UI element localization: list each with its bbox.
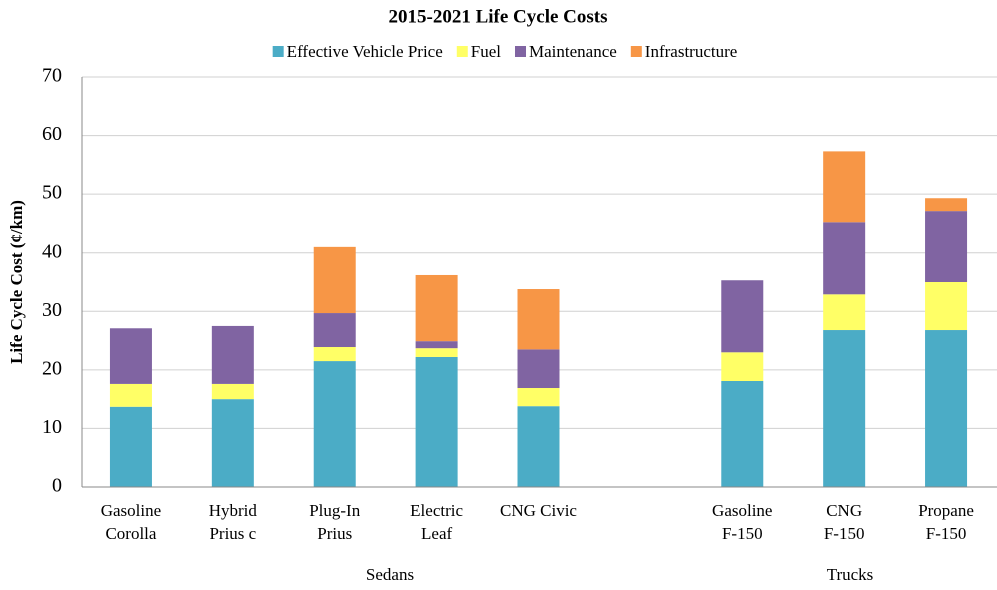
chart-title: 2015-2021 Life Cycle Costs xyxy=(389,6,608,27)
bar-segment xyxy=(415,274,458,342)
legend-swatch xyxy=(515,46,527,57)
y-tick-label: 40 xyxy=(42,240,62,262)
x-tick-label: Gasoline F-150 xyxy=(712,501,772,543)
bar-segment xyxy=(415,341,458,349)
x-tick-label: Plug-In Prius xyxy=(309,501,361,543)
group-label: Trucks xyxy=(827,565,874,584)
bar-segment xyxy=(313,347,356,362)
bar-segment xyxy=(313,361,356,487)
legend-swatch xyxy=(272,46,284,57)
bar-segment xyxy=(211,399,254,487)
legend-swatch xyxy=(630,46,642,57)
legend-label: Fuel xyxy=(471,42,502,61)
bar-segment xyxy=(925,211,968,282)
x-tick-label: Propane F-150 xyxy=(918,501,974,543)
y-tick-label: 70 xyxy=(42,65,62,87)
bar-segment xyxy=(925,198,968,212)
bar-segment xyxy=(721,380,764,487)
group-label: Sedans xyxy=(366,565,414,584)
bar-segment xyxy=(109,383,152,407)
y-axis-label: Life Cycle Cost (¢/km) xyxy=(7,200,26,364)
y-tick-label: 30 xyxy=(42,299,62,321)
bar-segment xyxy=(721,280,764,353)
x-tick-label: CNG F-150 xyxy=(824,501,865,543)
bar-segment xyxy=(925,282,968,331)
bar-segment xyxy=(109,406,152,487)
x-tick-label: Hybrid Prius c xyxy=(209,501,258,543)
bar-segment xyxy=(109,328,152,384)
bar-segment xyxy=(517,406,560,487)
y-tick-label: 10 xyxy=(42,416,62,438)
legend: Effective Vehicle Price Fuel Maintenance In… xyxy=(272,42,738,61)
legend-label: Maintenance xyxy=(529,42,617,61)
y-tick-label: 0 xyxy=(52,475,62,497)
y-tick-label: 50 xyxy=(42,182,62,204)
x-tick-label: CNG Civic xyxy=(500,501,577,520)
bar-segment xyxy=(313,246,356,314)
y-tick-label: 60 xyxy=(42,123,62,145)
legend-label: Infrastructure xyxy=(645,42,738,61)
bar-segment xyxy=(925,330,968,487)
bar-segment xyxy=(313,313,356,348)
x-tick-label: Gasoline Corolla xyxy=(101,501,161,543)
legend-label: Effective Vehicle Price xyxy=(287,42,443,61)
bar-segment xyxy=(211,325,254,384)
bar-segment xyxy=(823,222,866,295)
x-tick-label: Electric Leaf xyxy=(410,501,463,543)
bar-segment xyxy=(415,348,458,357)
bar-segment xyxy=(415,356,458,487)
bar-segment xyxy=(517,349,560,389)
bar-segment xyxy=(823,294,866,331)
bar-segment xyxy=(211,383,254,400)
bar-segment xyxy=(517,388,560,407)
bar-segment xyxy=(823,151,866,223)
y-tick-label: 20 xyxy=(42,357,62,379)
bar-segment xyxy=(721,352,764,381)
legend-swatch xyxy=(456,46,468,57)
bar-segment xyxy=(823,330,866,487)
bar-segment xyxy=(517,289,560,350)
